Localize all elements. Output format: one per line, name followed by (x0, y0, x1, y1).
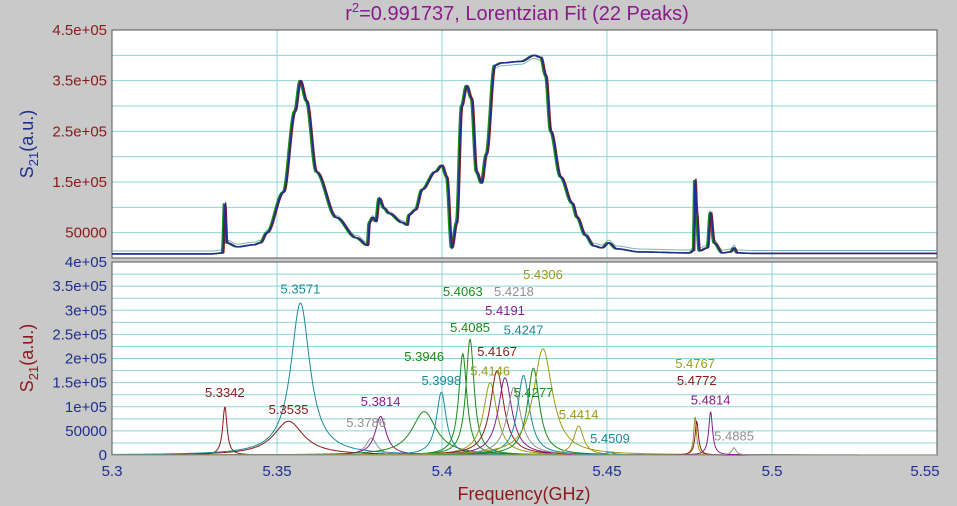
bottom-y-tick-3: 1.5e+05 (52, 375, 107, 392)
top-ylabel-sub: 21 (26, 152, 41, 166)
peak-labels: 5.3342 5.3535 5.3571 5.3786 5.3814 5.3946 5.39… (205, 267, 754, 446)
top-y-tick-4: 4.5e+05 (52, 22, 107, 39)
peak-label-5.3571: 5.3571 (281, 281, 321, 296)
peak-label-5.4814: 5.4814 (691, 392, 731, 407)
top-y-axis-title: S21(a.u.) (17, 110, 41, 179)
bottom-y-tick-labels: 0 50000 1e+05 1.5e+05 2e+05 2.5e+05 3e+05 3.5e+… (52, 254, 107, 464)
bottom-ylabel-rest: (a.u.) (17, 324, 37, 366)
peak-label-5.4146: 5.4146 (470, 363, 510, 378)
bottom-y-tick-4: 2e+05 (65, 351, 107, 368)
top-y-tick-1: 1.5e+05 (52, 174, 107, 191)
peak-label-5.3814: 5.3814 (361, 394, 401, 409)
bottom-ylabel-sub: 21 (26, 366, 41, 380)
bottom-y-tick-8: 4e+05 (65, 254, 107, 271)
top-series-line-0 (112, 57, 937, 252)
x-tick-3: 5.45 (592, 463, 621, 480)
bottom-y-axis-title: S21(a.u.) (17, 324, 41, 393)
bottom-y-tick-1: 50000 (65, 423, 107, 440)
peak-label-5.4509: 5.4509 (590, 431, 630, 446)
x-axis-title: Frequency(GHz) (457, 484, 590, 504)
peak-label-5.3998: 5.3998 (421, 373, 461, 388)
peak-label-5.4767: 5.4767 (675, 356, 715, 371)
peak-label-5.3342: 5.3342 (205, 385, 245, 400)
top-series-line-3 (112, 54, 937, 255)
peak-label-5.4772: 5.4772 (677, 373, 717, 388)
peak-label-5.3535: 5.3535 (269, 402, 309, 417)
peak-label-5.4247: 5.4247 (504, 322, 544, 337)
bottom-y-tick-5: 2.5e+05 (52, 326, 107, 343)
x-tick-2: 5.4 (432, 463, 453, 480)
chart-title: r2=0.991737, Lorentzian Fit (22 Peaks) (345, 0, 689, 25)
x-tick-1: 5.35 (262, 463, 291, 480)
peak-label-5.4218: 5.4218 (494, 284, 534, 299)
peak-label-5.4414: 5.4414 (559, 407, 599, 422)
top-ylabel-base: S (17, 166, 37, 178)
top-plot-border (111, 29, 938, 259)
chart-title-main: r (345, 3, 352, 25)
peak-label-5.4191: 5.4191 (485, 303, 525, 318)
top-y-tick-0: 50000 (65, 225, 107, 242)
peak-label-5.3786: 5.3786 (346, 415, 386, 430)
top-series (112, 54, 937, 255)
peak-label-5.4306: 5.4306 (523, 267, 563, 282)
peak-label-5.4277: 5.4277 (514, 385, 554, 400)
chart-title-rest: =0.991737, Lorentzian Fit (22 Peaks) (359, 3, 689, 25)
bottom-y-tick-7: 3.5e+05 (52, 278, 107, 295)
top-ylabel-rest: (a.u.) (17, 110, 37, 152)
x-tick-4: 5.5 (762, 463, 783, 480)
top-y-tick-2: 2.5e+05 (52, 123, 107, 140)
x-tick-labels: 5.3 5.35 5.4 5.45 5.5 5.55 (102, 463, 940, 480)
top-y-tick-labels: 50000 1.5e+05 2.5e+05 3.5e+05 4.5e+05 (52, 22, 107, 242)
peak-label-5.4167: 5.4167 (477, 344, 517, 359)
chart-title-sup: 2 (352, 0, 359, 15)
top-grid (111, 29, 938, 259)
peak-label-5.3946: 5.3946 (404, 349, 444, 364)
peak-label-5.4085: 5.4085 (450, 320, 490, 335)
bottom-y-tick-2: 1e+05 (65, 399, 107, 416)
x-tick-5: 5.55 (910, 463, 939, 480)
x-tick-0: 5.3 (102, 463, 123, 480)
top-plot-area (112, 30, 937, 258)
bottom-y-tick-0: 0 (99, 447, 107, 464)
peak-label-5.4885: 5.4885 (714, 429, 754, 444)
top-y-tick-3: 3.5e+05 (52, 73, 107, 90)
peak-curve-5.4885 (112, 447, 937, 456)
peak-label-5.4063: 5.4063 (443, 284, 483, 299)
bottom-series (111, 302, 937, 456)
bottom-ylabel-base: S (17, 380, 37, 392)
bottom-y-tick-6: 3e+05 (65, 302, 107, 319)
